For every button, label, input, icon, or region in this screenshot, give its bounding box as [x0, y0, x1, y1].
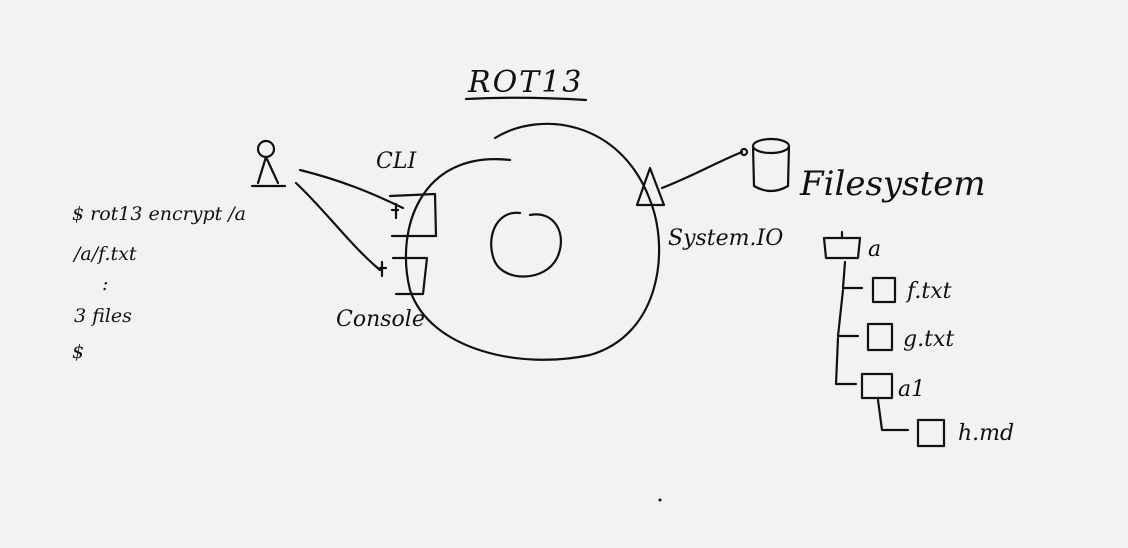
terminal-line: 3 files	[74, 305, 132, 327]
folder-icon	[822, 230, 862, 260]
user-to-cli-arrow	[298, 168, 405, 210]
stray-dot	[658, 498, 662, 502]
tree-item-label: a1	[898, 377, 925, 402]
terminal-line: :	[102, 273, 108, 295]
tree-item-label: f.txt	[905, 279, 952, 304]
user-icon	[250, 139, 287, 188]
system-io-port-icon	[635, 166, 666, 207]
terminal-line: /a/f.txt	[72, 243, 137, 265]
cli-label: CLI	[376, 149, 417, 174]
folder-icon	[860, 372, 894, 400]
user-to-console-arrow	[294, 181, 382, 272]
cli-port-icon	[388, 192, 438, 238]
file-icon	[866, 322, 894, 352]
tree-item-label: h.md	[958, 421, 1014, 446]
arrow-end-dot	[739, 147, 749, 157]
tree-connector	[834, 336, 858, 386]
file-icon	[871, 276, 897, 304]
system-io-to-filesystem-arrow	[660, 150, 744, 190]
console-port-icon	[378, 256, 429, 296]
filesystem-label: Filesystem	[799, 164, 986, 204]
file-tree: a f.txt g.txt a1 h.md	[822, 230, 1014, 448]
tree-item-label: g.txt	[903, 327, 954, 352]
terminal-session: $ rot13 encrypt /a /a/f.txt : 3 files $	[72, 203, 246, 363]
tree-connector	[841, 260, 864, 290]
system-boundary	[404, 122, 661, 361]
tree-connector	[876, 398, 910, 432]
file-icon	[916, 418, 946, 448]
database-icon	[751, 137, 791, 193]
title-underline	[464, 96, 588, 102]
terminal-line: $ rot13 encrypt /a	[72, 203, 246, 225]
console-label: Console	[336, 307, 425, 332]
core-circle	[490, 211, 563, 278]
tree-root-label: a	[868, 237, 881, 262]
tree-connector	[836, 288, 860, 338]
system-io-label: System.IO	[668, 226, 783, 251]
terminal-line: $	[72, 341, 84, 363]
diagram-title: ROT13	[467, 65, 583, 100]
